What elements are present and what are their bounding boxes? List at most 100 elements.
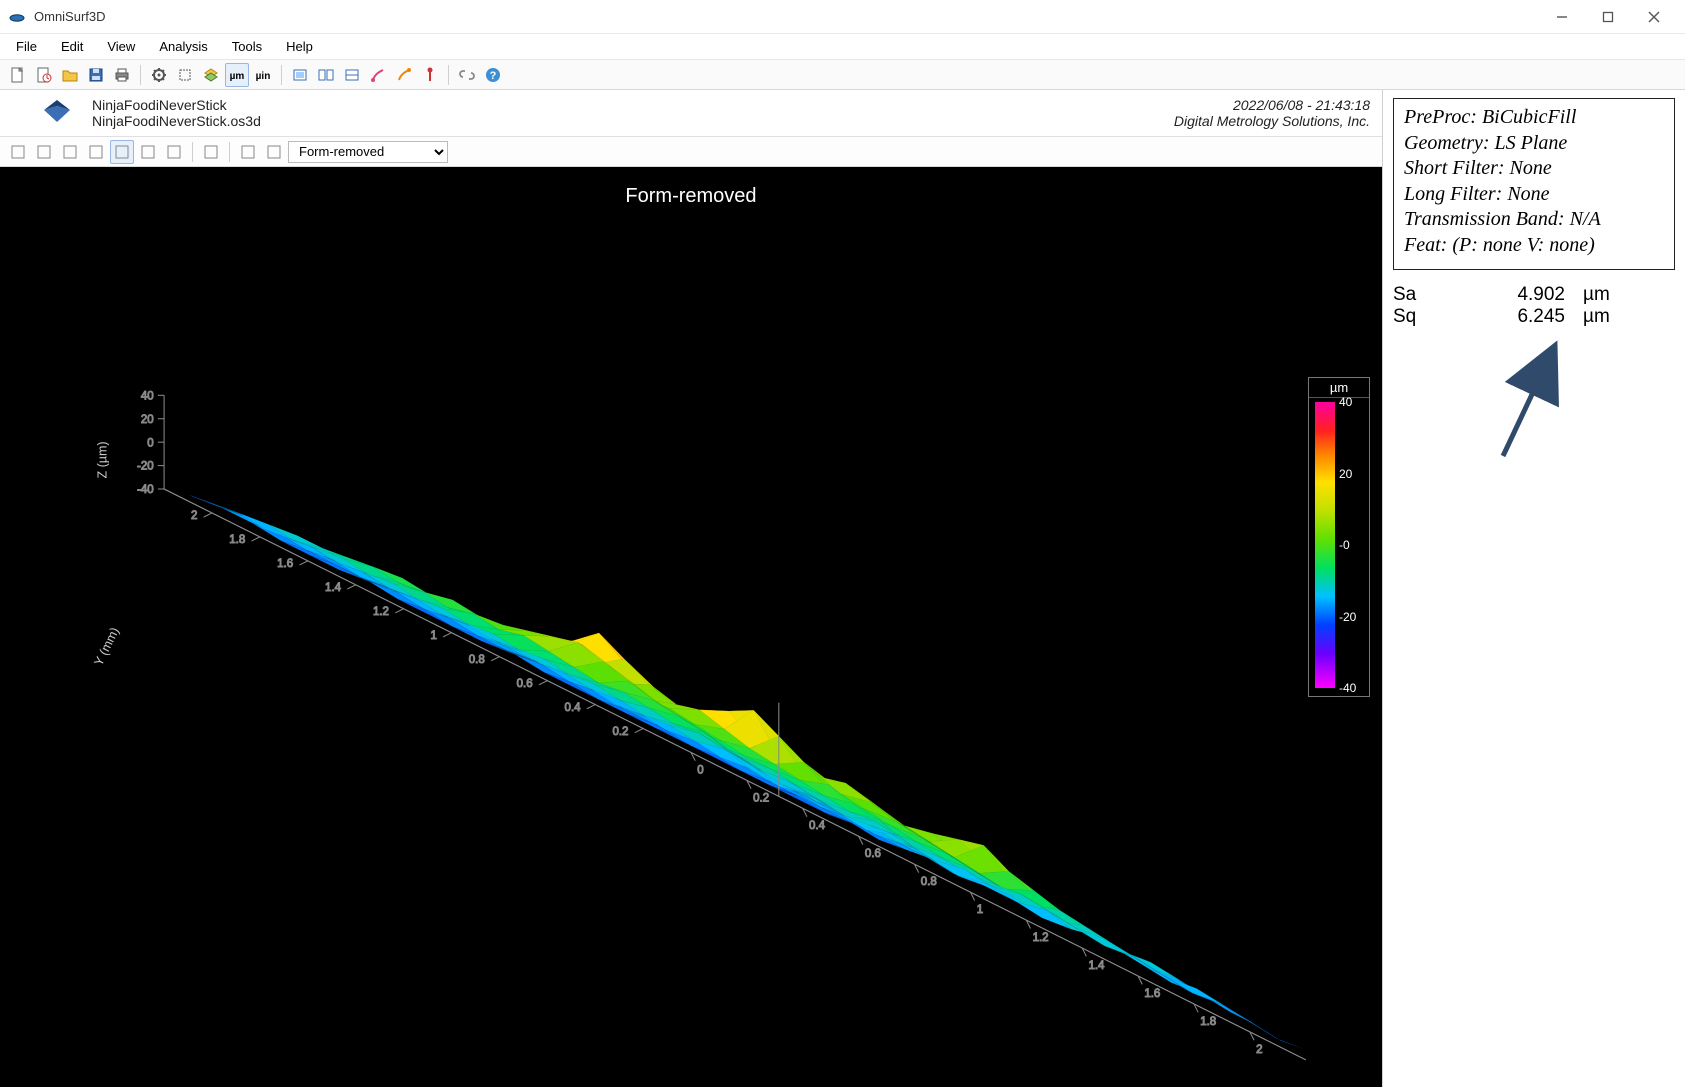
svg-text:1.2: 1.2	[1033, 932, 1049, 944]
svg-text:-40: -40	[137, 484, 154, 496]
new-file-icon[interactable]	[6, 63, 30, 87]
svg-text:40: 40	[141, 391, 154, 403]
view-split-icon[interactable]	[314, 63, 338, 87]
geometry-value: LS Plane	[1495, 132, 1568, 154]
measure-a-icon[interactable]	[366, 63, 390, 87]
profile-icon[interactable]	[418, 63, 442, 87]
svg-text:Z (µm): Z (µm)	[96, 441, 110, 478]
svg-text:1: 1	[977, 904, 983, 916]
svg-text:0.4: 0.4	[809, 820, 826, 832]
surface-mode-icon[interactable]	[110, 140, 134, 164]
svg-text:µm: µm	[230, 71, 245, 82]
save-icon[interactable]	[84, 63, 108, 87]
annotation-arrow	[1393, 336, 1675, 481]
metric-row-sa: Sa4.902µm	[1393, 284, 1675, 306]
svg-text:1: 1	[430, 630, 436, 642]
svg-text:0: 0	[147, 437, 153, 449]
view-2d-icon[interactable]	[340, 63, 364, 87]
document-timestamp: 2022/06/08 - 21:43:18	[1174, 97, 1370, 113]
layers-icon[interactable]	[199, 63, 223, 87]
surface-plot: 0 0.2 0.4 0.6 0.8 1 1.2 1.4 1.6 1.8 2 0.2 0.4 0.6 0.8 1…	[0, 167, 1382, 1087]
metric-unit: µm	[1583, 306, 1633, 328]
svg-text:1.6: 1.6	[277, 558, 293, 570]
measure-b-icon[interactable]	[392, 63, 416, 87]
close-button[interactable]	[1631, 1, 1677, 33]
svg-text:0.2: 0.2	[753, 792, 769, 804]
titlebar: OmniSurf3D	[0, 0, 1685, 34]
svg-text:-20: -20	[137, 461, 154, 473]
company-name: Digital Metrology Solutions, Inc.	[1174, 113, 1370, 129]
side-panel: PreProc: BiCubicFill Geometry: LS Plane …	[1383, 90, 1685, 1087]
svg-text:1.6: 1.6	[1144, 988, 1160, 1000]
svg-text:Y (mm): Y (mm)	[91, 625, 121, 668]
snapshot-icon[interactable]	[199, 140, 223, 164]
svg-text:1.8: 1.8	[1200, 1016, 1216, 1028]
copy-view-icon[interactable]	[6, 140, 30, 164]
svg-text:1.4: 1.4	[1088, 960, 1105, 972]
viewer-canvas[interactable]: Form-removed 0 0.2 0.4 0.6 0.8 1 1.2 1.4 1.6 1.8 2…	[0, 167, 1382, 1087]
svg-text:20: 20	[141, 414, 154, 426]
svg-text:1.2: 1.2	[373, 606, 389, 618]
axes-icon[interactable]	[236, 140, 260, 164]
menu-tools[interactable]: Tools	[220, 34, 274, 59]
main-toolbar: µmµin?	[0, 60, 1685, 90]
menu-view[interactable]: View	[95, 34, 147, 59]
document-name: NinjaFoodiNeverStick	[92, 97, 261, 113]
maximize-button[interactable]	[1585, 1, 1631, 33]
svg-text:2: 2	[1256, 1044, 1262, 1056]
surface-mode-select[interactable]: Form-removed	[288, 141, 448, 163]
menubar: FileEditViewAnalysisToolsHelp	[0, 34, 1685, 60]
svg-text:0.6: 0.6	[865, 848, 881, 860]
unit-um-icon[interactable]: µm	[225, 63, 249, 87]
minimize-button[interactable]	[1539, 1, 1585, 33]
svg-text:0.8: 0.8	[469, 654, 485, 666]
scale-z-icon[interactable]	[262, 140, 286, 164]
plot-title: Form-removed	[0, 185, 1382, 208]
metric-label: Sq	[1393, 306, 1473, 328]
help-icon[interactable]: ?	[481, 63, 505, 87]
metric-unit: µm	[1583, 284, 1633, 306]
palette-1-icon[interactable]	[32, 140, 56, 164]
open-recent-icon[interactable]	[32, 63, 56, 87]
svg-text:?: ?	[490, 70, 497, 82]
link-icon[interactable]	[455, 63, 479, 87]
long-filter-value: None	[1507, 183, 1549, 205]
viewer-toolbar: Form-removed	[0, 137, 1382, 167]
svg-text:2: 2	[191, 510, 197, 522]
document-filename: NinjaFoodiNeverStick.os3d	[92, 113, 261, 129]
svg-text:0.4: 0.4	[565, 702, 582, 714]
wireframe-icon[interactable]	[136, 140, 160, 164]
menu-edit[interactable]: Edit	[49, 34, 95, 59]
svg-text:1.8: 1.8	[229, 534, 245, 546]
metric-value: 6.245	[1473, 306, 1583, 328]
geometry-label: Geometry:	[1404, 132, 1490, 154]
svg-text:1.4: 1.4	[325, 582, 342, 594]
preproc-value: BiCubicFill	[1482, 106, 1576, 128]
feat-label: Feat:	[1404, 234, 1447, 256]
palette-2-icon[interactable]	[58, 140, 82, 164]
rotate-icon[interactable]	[84, 140, 108, 164]
svg-text:0.6: 0.6	[517, 678, 533, 690]
document-icon	[40, 96, 74, 130]
band-value: N/A	[1570, 208, 1601, 230]
open-folder-icon[interactable]	[58, 63, 82, 87]
view-3d-icon[interactable]	[288, 63, 312, 87]
colorbar: µm 4020-0-20-40	[1308, 377, 1370, 697]
svg-text:0.2: 0.2	[612, 726, 628, 738]
long-filter-label: Long Filter:	[1404, 183, 1502, 205]
settings-icon[interactable]	[147, 63, 171, 87]
menu-file[interactable]: File	[4, 34, 49, 59]
feat-value: (P: none V: none)	[1452, 234, 1595, 256]
band-label: Transmission Band:	[1404, 208, 1565, 230]
menu-help[interactable]: Help	[274, 34, 325, 59]
svg-text:0: 0	[697, 764, 703, 776]
unit-uin-icon[interactable]: µin	[251, 63, 275, 87]
svg-text:0.8: 0.8	[921, 876, 937, 888]
short-filter-label: Short Filter:	[1404, 157, 1505, 179]
app-icon	[8, 8, 26, 26]
menu-analysis[interactable]: Analysis	[147, 34, 219, 59]
camera-icon[interactable]	[162, 140, 186, 164]
print-icon[interactable]	[110, 63, 134, 87]
svg-text:µin: µin	[256, 71, 271, 82]
crop-icon[interactable]	[173, 63, 197, 87]
